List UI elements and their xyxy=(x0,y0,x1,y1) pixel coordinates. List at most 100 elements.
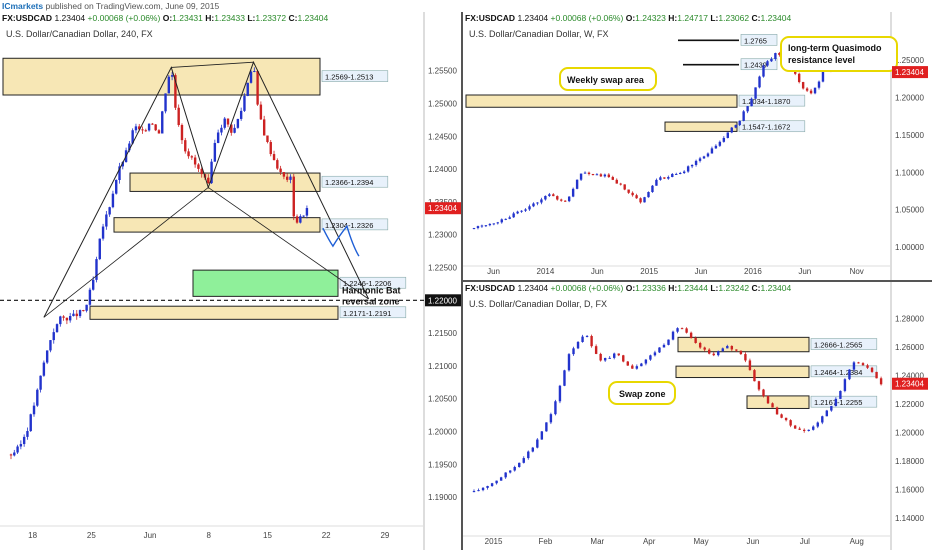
candle-body xyxy=(585,335,589,337)
candle-body xyxy=(748,360,752,371)
last-price-box xyxy=(425,202,461,215)
chart-weekly-title: U.S. Dollar/Canadian Dollar, W, FX xyxy=(469,29,609,39)
candle-body xyxy=(622,355,625,362)
candle-body xyxy=(647,192,650,198)
candle-body xyxy=(675,173,678,175)
candle-body xyxy=(821,70,825,82)
candle-body xyxy=(655,179,658,186)
candle-body xyxy=(184,140,187,152)
candle-body xyxy=(746,106,749,112)
x-tick-label: 8 xyxy=(207,531,212,540)
candle-body xyxy=(549,414,553,423)
candle-body xyxy=(197,164,200,169)
candle-body xyxy=(121,162,124,167)
candle-body xyxy=(272,154,276,161)
candle-body xyxy=(256,70,259,105)
last-price-box xyxy=(892,377,928,390)
zone-rect xyxy=(677,336,810,353)
candle-body xyxy=(193,157,197,165)
x-tick-label: 22 xyxy=(322,531,331,540)
candle-body xyxy=(239,110,243,119)
candle-body xyxy=(663,177,666,179)
candle-body xyxy=(607,174,611,178)
candle-body xyxy=(36,389,39,406)
zone-rect xyxy=(129,172,321,192)
candle-body xyxy=(710,148,714,154)
candle-body xyxy=(742,111,745,121)
candle-body xyxy=(26,431,29,437)
candle-body xyxy=(115,180,118,194)
y-tick-label: 1.24000 xyxy=(895,371,924,380)
candle-body xyxy=(599,353,602,361)
candle-body xyxy=(147,123,151,131)
candle-body xyxy=(680,328,684,330)
candle-body xyxy=(154,124,157,131)
vertical-divider xyxy=(461,12,463,550)
candle-body xyxy=(508,217,511,219)
chart-weekly-canvas: 1.00000 1.05000 1.10000 1.15000 1.20000 1.250… xyxy=(463,12,928,280)
candle-body xyxy=(848,369,851,380)
candle-body xyxy=(540,431,544,440)
candle-body xyxy=(516,211,519,214)
candle-body xyxy=(495,480,498,484)
candle-body xyxy=(49,340,52,351)
candle-body xyxy=(644,359,648,364)
candle-body xyxy=(65,317,69,321)
candle-body xyxy=(682,171,686,174)
candle-body xyxy=(520,210,523,212)
y-tick-label: 1.25000 xyxy=(895,56,924,65)
level-label: 1.2765 xyxy=(744,36,767,45)
y-tick-label: 1.20000 xyxy=(895,428,924,437)
zone-label-box xyxy=(738,120,806,133)
zone-label: 1.2246-1.2206 xyxy=(343,279,391,288)
candle-body xyxy=(595,174,599,176)
y-tick-label: 1.24000 xyxy=(428,165,457,174)
candle-body xyxy=(85,304,88,311)
y-tick-label: 1.24500 xyxy=(428,132,457,141)
y-tick-label: 1.21500 xyxy=(428,329,457,338)
candle-body xyxy=(653,352,657,356)
candle-body xyxy=(821,416,824,423)
chart-240[interactable]: 1.19000 1.19500 1.20000 1.20500 1.21000 1.215… xyxy=(0,12,461,550)
candle-body xyxy=(627,189,630,193)
level-label-box xyxy=(740,58,778,71)
annotation-label: Harmonic Bat xyxy=(342,286,401,296)
chart-daily[interactable]: 1.14000 1.16000 1.18000 1.20000 1.22000 1.240… xyxy=(463,282,932,550)
x-tick-label: Mar xyxy=(590,537,604,546)
candle-body xyxy=(556,196,559,200)
candle-body xyxy=(39,375,42,390)
chart-weekly[interactable]: 1.00000 1.05000 1.10000 1.15000 1.20000 1.250… xyxy=(463,12,932,280)
candle-body xyxy=(151,123,154,125)
candle-body xyxy=(698,342,702,348)
publisher-brand[interactable]: ICmarkets xyxy=(2,1,44,11)
zone-label: 1.2167-1.2255 xyxy=(814,398,862,407)
candle-body xyxy=(105,214,108,227)
candle-body xyxy=(279,168,282,173)
chart-daily-title: U.S. Dollar/Canadian Dollar, D, FX xyxy=(469,299,608,309)
candle-body xyxy=(554,401,557,415)
candle-body xyxy=(500,219,503,223)
x-tick-label: Apr xyxy=(643,537,656,546)
candle-body xyxy=(730,345,734,350)
candle-body xyxy=(220,127,223,133)
candle-body xyxy=(88,289,92,305)
candle-body xyxy=(78,310,82,317)
candle-body xyxy=(706,153,710,157)
dashed-level-price: 1.22000 xyxy=(428,296,457,305)
harmonic-pattern-diagonal xyxy=(43,186,369,318)
candle-body xyxy=(292,176,295,217)
horizontal-divider xyxy=(463,280,932,282)
candle-body xyxy=(187,151,190,157)
candle-body xyxy=(161,111,164,134)
candle-body xyxy=(513,466,516,471)
callout-text: long-term Quasimodo xyxy=(788,43,882,53)
candle-body xyxy=(563,370,566,386)
candle-body xyxy=(472,228,476,230)
candle-body xyxy=(635,366,639,369)
candle-body xyxy=(571,188,575,197)
candle-body xyxy=(615,179,618,184)
candle-body xyxy=(770,58,773,62)
candle-body xyxy=(259,104,263,120)
zone-label: 1.2171-1.2191 xyxy=(343,309,391,318)
zone-rect xyxy=(113,217,321,233)
